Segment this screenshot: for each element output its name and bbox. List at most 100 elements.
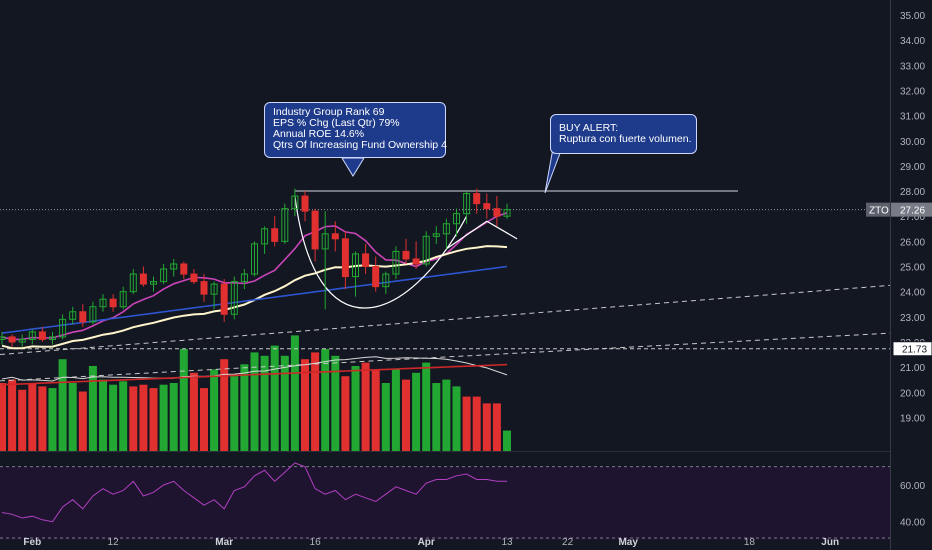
volume-bar: [99, 379, 107, 451]
candle-body: [79, 311, 87, 323]
volume-bar: [250, 352, 259, 451]
price-tick-label: 34.00: [900, 36, 925, 47]
candles: [0, 188, 511, 347]
candle-body: [220, 283, 228, 315]
candle-body: [59, 318, 67, 338]
candle-body: [483, 203, 491, 210]
volume-bar: [412, 372, 421, 451]
candle-body: [442, 223, 450, 235]
volume-bar: [442, 379, 451, 451]
volume-bar: [301, 359, 309, 451]
candle-body: [422, 235, 430, 265]
volume-bar: [200, 388, 208, 451]
price-axis: 35.00 34.00 33.00 32.00 31.00 30.00 29.00 28.00…: [866, 11, 932, 424]
candle-body: [281, 208, 289, 242]
buy-alert-callout[interactable]: BUY ALERT: Ruptura con fuerte volumen.: [550, 114, 697, 154]
volume-bar: [8, 379, 17, 451]
candle-body: [28, 331, 36, 340]
candle-body: [89, 306, 97, 323]
volume-bar: [260, 355, 269, 451]
volume-bar: [391, 369, 400, 451]
volume-bar: [88, 366, 97, 451]
alert-line: BUY ALERT:: [559, 122, 619, 134]
volume-bar: [18, 389, 27, 451]
upper-trend-line: [0, 284, 891, 356]
candle-body: [432, 233, 440, 237]
volume-bar: [321, 349, 330, 451]
candle-body: [0, 336, 6, 340]
price-tick-label: 25.00: [900, 263, 925, 274]
candle-body: [463, 193, 471, 215]
candle-body: [200, 281, 208, 295]
volume-bar: [139, 384, 148, 451]
candle-body: [49, 336, 56, 340]
alert-line: Ruptura con fuerte volumen.: [559, 133, 692, 145]
time-tick-label: 13: [501, 537, 513, 548]
volume-bar: [280, 355, 289, 451]
candle-body: [311, 210, 319, 250]
price-tick-label: 31.00: [900, 112, 925, 123]
cup-curve: [294, 196, 468, 309]
volume-bar: [371, 369, 380, 451]
volume-bar: [240, 364, 249, 451]
candle-body: [341, 238, 349, 278]
info-line: Annual ROE 14.6%: [273, 128, 365, 140]
volume-bar: [402, 379, 410, 451]
volume-bar: [48, 388, 57, 451]
candle-body: [291, 195, 299, 210]
volume-bar: [169, 383, 178, 451]
price-tick-label: 26.00: [900, 237, 925, 248]
last-price-label: 27.26: [900, 206, 925, 217]
price-tick-label: 21.00: [900, 363, 925, 374]
candle-body: [392, 250, 400, 275]
volume-bar: [452, 386, 461, 451]
rsi-line: [1, 462, 507, 523]
candle-body: [69, 311, 77, 320]
volume-bar: [331, 355, 340, 451]
candle-body: [119, 291, 127, 308]
candle-body: [352, 253, 359, 278]
candle-body: [503, 209, 511, 217]
candle-body: [301, 195, 309, 212]
candle-body: [331, 233, 339, 240]
time-tick-label: Jun: [821, 537, 839, 548]
price-tick-label: 19.00: [900, 413, 925, 424]
volume-bar: [230, 376, 239, 451]
volume-bar: [159, 384, 168, 451]
volume-bar: [210, 369, 219, 451]
volume-bar: [462, 396, 471, 451]
volume-bar: [129, 386, 138, 451]
candle-body: [150, 281, 157, 285]
candle-body: [372, 266, 380, 288]
price-tick-label: 24.00: [900, 288, 925, 299]
volume-bar: [472, 396, 481, 451]
level-label: 21.73: [902, 345, 927, 356]
candle-body: [230, 281, 238, 315]
volume-bar: [68, 383, 77, 451]
price-tick-label: 28.00: [900, 187, 925, 198]
candle-body: [170, 263, 178, 270]
red-moving-average: [1, 363, 508, 386]
info-line: Industry Group Rank 69: [273, 106, 385, 118]
rsi-pane: 60.00 40.00: [0, 462, 925, 540]
price-tick-label: 30.00: [900, 137, 925, 148]
symbol-tag: [866, 202, 890, 217]
volume-bar: [422, 362, 431, 451]
candle-body: [240, 273, 248, 283]
rsi-band: [0, 466, 890, 540]
price-tick-label: 29.00: [900, 162, 925, 173]
handle-line: [446, 220, 518, 250]
info-line: EPS % Chg (Last Qtr) 79%: [273, 117, 400, 129]
volume-bar: [38, 386, 47, 451]
info-callout[interactable]: Industry Group Rank 69 EPS % Chg (Last Q…: [264, 102, 447, 158]
time-tick-label: 18: [744, 537, 756, 548]
candle-body: [382, 273, 390, 288]
volume-bar: [311, 352, 320, 451]
volume-bar: [432, 383, 441, 451]
rsi-tick-label: 40.00: [900, 518, 925, 529]
volume-bar: [503, 430, 511, 451]
price-tick-label: 35.00: [900, 11, 925, 22]
candle-body: [453, 213, 460, 225]
volume-bar: [109, 384, 118, 451]
